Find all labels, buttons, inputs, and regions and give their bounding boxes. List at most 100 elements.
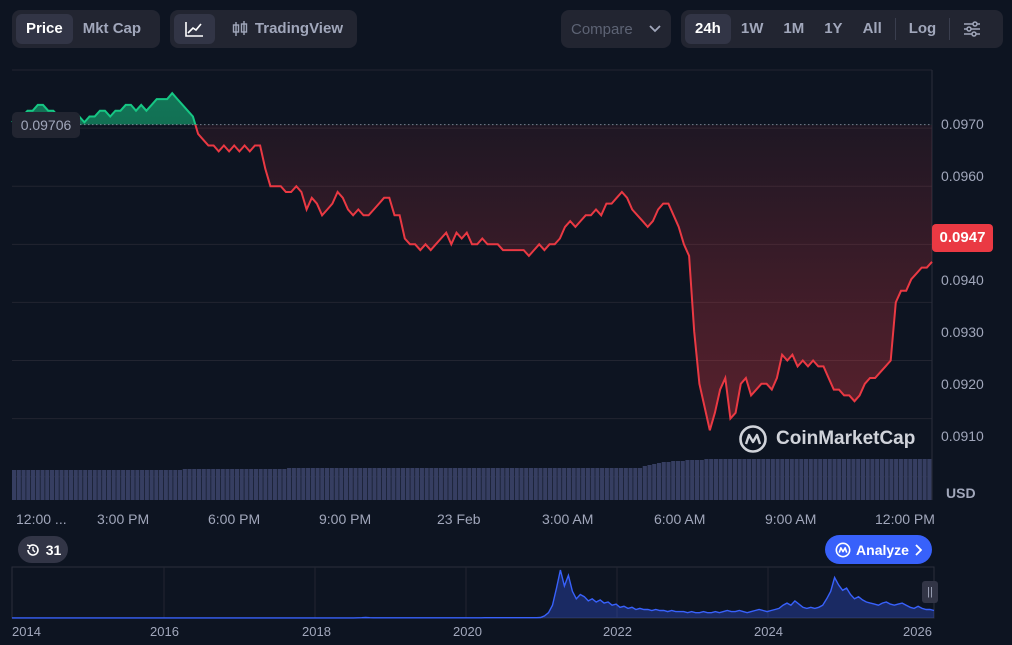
volume-bar bbox=[789, 459, 794, 500]
volume-bar bbox=[306, 468, 311, 500]
volume-bar bbox=[339, 468, 344, 500]
log-toggle[interactable]: Log bbox=[908, 20, 937, 37]
volume-bar bbox=[196, 469, 202, 500]
volume-bar bbox=[434, 468, 439, 500]
volume-bar bbox=[102, 470, 107, 500]
divider bbox=[894, 18, 896, 40]
price-line-down bbox=[194, 124, 933, 431]
volume-bar bbox=[343, 468, 349, 500]
volume-bar bbox=[519, 468, 524, 500]
volume-bar bbox=[405, 468, 410, 500]
volume-bar bbox=[97, 470, 102, 500]
volume-bar bbox=[215, 469, 221, 500]
tradingview-button[interactable]: TradingView bbox=[221, 14, 353, 44]
open-price-tag: 0.09706 bbox=[12, 112, 80, 138]
volume-bar bbox=[448, 468, 453, 500]
volume-bar bbox=[656, 463, 662, 500]
range-1w[interactable]: 1W bbox=[740, 20, 764, 37]
overview-grid bbox=[163, 567, 769, 618]
volume-bar bbox=[135, 470, 140, 500]
analyze-label: Analyze bbox=[856, 541, 909, 558]
volume-bar bbox=[111, 470, 116, 500]
volume-bar bbox=[16, 470, 21, 500]
overview-year-label: 2018 bbox=[302, 624, 331, 639]
volume-bar bbox=[533, 468, 538, 500]
volume-bar bbox=[694, 460, 700, 500]
volume-bar bbox=[206, 469, 211, 500]
volume-bar bbox=[182, 469, 187, 500]
volume-bar bbox=[732, 459, 737, 500]
volume-bar bbox=[154, 470, 159, 500]
volume-bar bbox=[54, 470, 59, 500]
volume-bar bbox=[614, 468, 619, 500]
volume-bar bbox=[12, 470, 17, 500]
x-tick-label: 6:00 PM bbox=[208, 511, 261, 527]
volume-bar bbox=[761, 459, 766, 500]
settings-button[interactable] bbox=[953, 14, 991, 44]
volume-bar bbox=[481, 468, 486, 500]
volume-bar bbox=[83, 470, 88, 500]
volume-bar bbox=[922, 459, 927, 500]
watermark-text: CoinMarketCap bbox=[776, 428, 916, 449]
volume-bar bbox=[604, 468, 609, 500]
volume-bar bbox=[723, 459, 728, 500]
range-1m[interactable]: 1M bbox=[783, 20, 805, 37]
volume-bar bbox=[462, 468, 467, 500]
range-24h[interactable]: 24h bbox=[685, 14, 731, 44]
volume-bar bbox=[419, 468, 424, 500]
volume-bar bbox=[211, 469, 216, 500]
x-tick-label: 12:00 ... bbox=[16, 511, 67, 527]
overview-handle[interactable]: || bbox=[922, 581, 938, 603]
volume-bar bbox=[775, 459, 780, 500]
volume-bar bbox=[637, 468, 643, 500]
volume-bar bbox=[253, 469, 258, 500]
overview-chart[interactable] bbox=[0, 560, 1012, 622]
volume-bar bbox=[737, 459, 742, 500]
coinmarketcap-logo-icon bbox=[835, 542, 851, 557]
price-line-up bbox=[11, 91, 197, 125]
volume-bar bbox=[415, 468, 420, 500]
volume-bar bbox=[581, 468, 586, 500]
volume-bar bbox=[647, 465, 652, 500]
x-tick-label: 9:00 AM bbox=[765, 511, 817, 527]
x-tick-label: 23 Feb bbox=[437, 511, 481, 527]
range-all[interactable]: All bbox=[862, 20, 882, 37]
price-tab[interactable]: Price bbox=[16, 14, 73, 44]
history-button[interactable]: 31 bbox=[18, 536, 68, 563]
volume-bar bbox=[799, 459, 804, 500]
chevron-down-icon bbox=[649, 25, 661, 33]
volume-bar bbox=[225, 469, 230, 500]
price-area-below bbox=[12, 124, 932, 431]
volume-bar bbox=[130, 470, 135, 500]
volume-bar bbox=[315, 468, 320, 500]
chevron-right-icon bbox=[915, 543, 922, 556]
volume-bar bbox=[26, 470, 31, 500]
volume-bar bbox=[472, 468, 477, 500]
mktcap-tab[interactable]: Mkt Cap bbox=[82, 20, 142, 37]
volume-bar bbox=[903, 459, 908, 500]
volume-bar bbox=[562, 468, 567, 500]
volume-bar bbox=[78, 470, 83, 500]
volume-bar bbox=[282, 469, 287, 500]
volume-bar bbox=[803, 459, 809, 500]
volume-bar bbox=[381, 468, 387, 500]
volume-bar bbox=[296, 468, 301, 500]
volume-bar bbox=[168, 470, 173, 500]
volume-bar bbox=[244, 469, 249, 500]
volume-bar bbox=[713, 459, 718, 500]
range-1y[interactable]: 1Y bbox=[824, 20, 843, 37]
volume-bar bbox=[822, 459, 828, 500]
analyze-button[interactable]: Analyze bbox=[825, 535, 932, 564]
volume-bar bbox=[140, 470, 145, 500]
volume-bar bbox=[747, 459, 752, 500]
line-chart-button[interactable] bbox=[174, 14, 215, 44]
volume-bar bbox=[486, 468, 491, 500]
volume-bar bbox=[628, 468, 633, 500]
chart-type-toggle: TradingView bbox=[170, 10, 357, 48]
volume-bar bbox=[552, 468, 557, 500]
volume-bar bbox=[704, 459, 709, 500]
x-tick-label: 3:00 PM bbox=[97, 511, 150, 527]
volume-bar bbox=[699, 460, 704, 500]
volume-bar bbox=[358, 468, 363, 500]
compare-dropdown[interactable]: Compare bbox=[561, 10, 671, 48]
